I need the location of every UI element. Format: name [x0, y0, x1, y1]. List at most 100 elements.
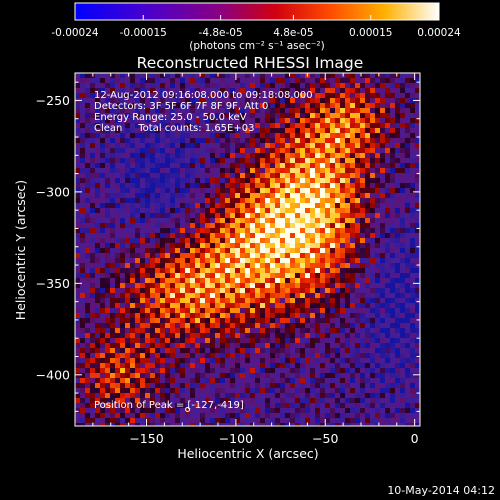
heatmap-cell [205, 188, 210, 193]
heatmap-cell [140, 413, 145, 418]
heatmap-cell [265, 228, 270, 233]
heatmap-cell [300, 363, 305, 368]
heatmap-cell [320, 148, 325, 153]
heatmap-cell [185, 348, 190, 353]
heatmap-cell [360, 318, 365, 323]
heatmap-cell [225, 228, 230, 233]
heatmap-cell [300, 273, 305, 278]
heatmap-cell [190, 323, 195, 328]
heatmap-cell [320, 218, 325, 223]
heatmap-cell [135, 233, 140, 238]
heatmap-cell [235, 223, 240, 228]
heatmap-cell [320, 338, 325, 343]
heatmap-cell [160, 178, 165, 183]
heatmap-cell [405, 153, 410, 158]
heatmap-cell [385, 73, 390, 78]
heatmap-cell [155, 173, 160, 178]
heatmap-cell [320, 308, 325, 313]
heatmap-cell [365, 143, 370, 148]
heatmap-cell [155, 178, 160, 183]
heatmap-cell [355, 288, 360, 293]
heatmap-cell [345, 148, 350, 153]
heatmap-cell [190, 108, 195, 113]
heatmap-cell [300, 203, 305, 208]
heatmap-cell [345, 248, 350, 253]
heatmap-cell [260, 83, 265, 88]
heatmap-cell [180, 83, 185, 88]
heatmap-cell [95, 198, 100, 203]
heatmap-cell [350, 283, 355, 288]
heatmap-cell [125, 393, 130, 398]
heatmap-cell [275, 418, 280, 423]
heatmap-cell [380, 348, 385, 353]
heatmap-cell [255, 113, 260, 118]
x-tick-label: −150 [129, 431, 163, 446]
heatmap-cell [410, 188, 415, 193]
heatmap-cell [365, 328, 370, 333]
heatmap-cell [155, 78, 160, 83]
heatmap-cell [180, 113, 185, 118]
heatmap-cell [105, 133, 110, 138]
heatmap-cell [385, 403, 390, 408]
heatmap-cell [375, 398, 380, 403]
heatmap-cell [350, 363, 355, 368]
heatmap-cell [155, 413, 160, 418]
heatmap-cell [170, 363, 175, 368]
heatmap-cell [310, 313, 315, 318]
heatmap-cell [180, 393, 185, 398]
heatmap-cell [265, 193, 270, 198]
heatmap-cell [95, 158, 100, 163]
heatmap-cell [385, 328, 390, 333]
heatmap-cell [170, 378, 175, 383]
heatmap-cell [195, 398, 200, 403]
heatmap-cell [245, 278, 250, 283]
heatmap-cell [170, 108, 175, 113]
heatmap-cell [145, 338, 150, 343]
heatmap-cell [230, 133, 235, 138]
heatmap-cell [200, 218, 205, 223]
heatmap-cell [320, 208, 325, 213]
heatmap-cell [90, 238, 95, 243]
heatmap-cell [215, 368, 220, 373]
heatmap-cell [215, 128, 220, 133]
heatmap-cell [195, 73, 200, 78]
heatmap-cell [335, 308, 340, 313]
heatmap-cell [265, 338, 270, 343]
heatmap-cell [385, 418, 390, 423]
heatmap-cell [405, 123, 410, 128]
heatmap-cell [405, 93, 410, 98]
heatmap-cell [160, 313, 165, 318]
heatmap-cell [175, 373, 180, 378]
heatmap-cell [235, 198, 240, 203]
heatmap-cell [120, 228, 125, 233]
heatmap-cell [310, 193, 315, 198]
heatmap-cell [130, 353, 135, 358]
heatmap-cell [265, 418, 270, 423]
heatmap-cell [385, 363, 390, 368]
heatmap-cell [180, 173, 185, 178]
heatmap-cell [315, 298, 320, 303]
heatmap-cell [415, 298, 420, 303]
heatmap-cell [385, 318, 390, 323]
heatmap-cell [410, 248, 415, 253]
heatmap-cell [135, 338, 140, 343]
heatmap-cell [365, 223, 370, 228]
heatmap-cell [220, 128, 225, 133]
heatmap-cell [350, 108, 355, 113]
heatmap-cell [315, 353, 320, 358]
heatmap-cell [195, 293, 200, 298]
heatmap-cell [140, 353, 145, 358]
heatmap-cell [320, 273, 325, 278]
heatmap-cell [305, 233, 310, 238]
heatmap-cell [225, 113, 230, 118]
heatmap-cell [170, 103, 175, 108]
heatmap-cell [375, 193, 380, 198]
heatmap-cell [345, 403, 350, 408]
heatmap-cell [275, 118, 280, 123]
heatmap-cell [335, 383, 340, 388]
heatmap-cell [375, 403, 380, 408]
heatmap-cell [240, 78, 245, 83]
heatmap-cell [390, 343, 395, 348]
heatmap-cell [190, 158, 195, 163]
heatmap-cell [90, 218, 95, 223]
